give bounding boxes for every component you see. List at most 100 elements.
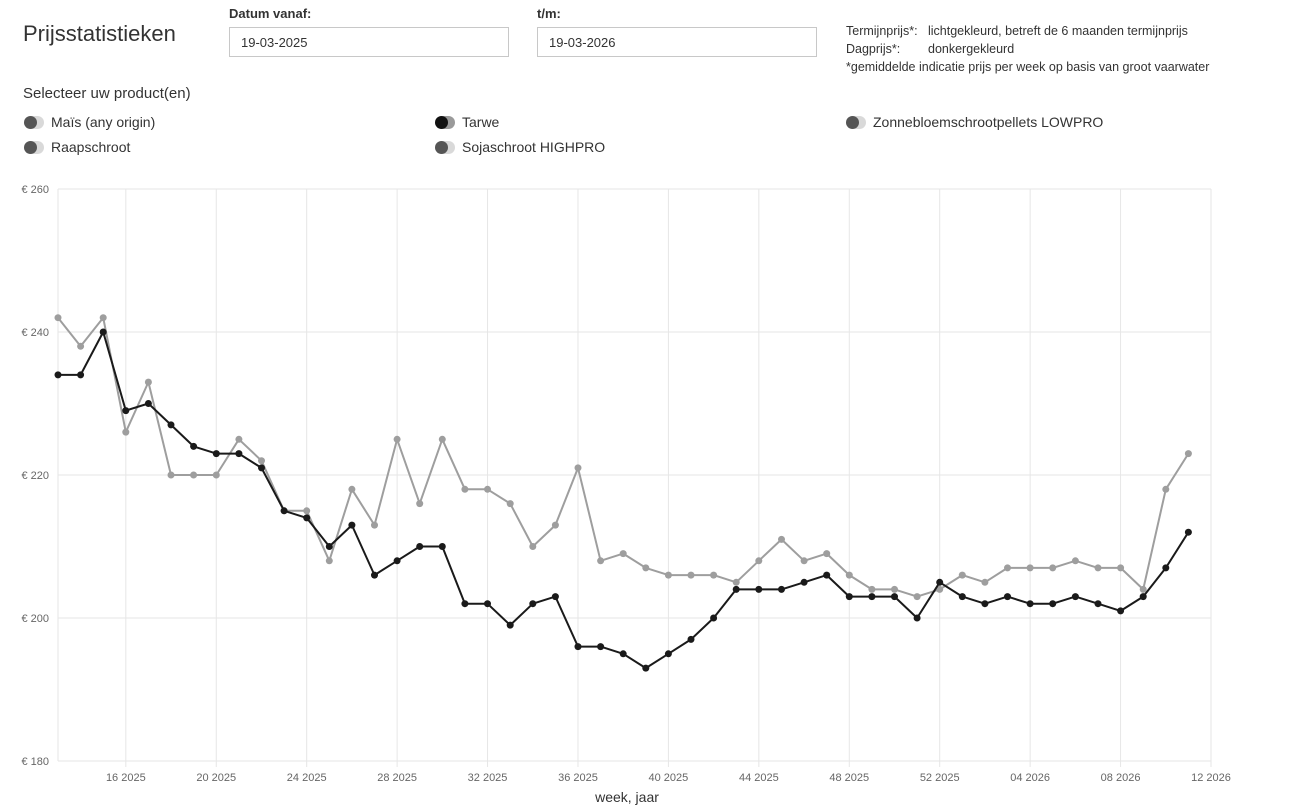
data-point-dagprijs bbox=[891, 593, 898, 601]
product-label: Zonnebloemschrootpellets LOWPRO bbox=[873, 114, 1104, 130]
date-to-input[interactable] bbox=[537, 27, 817, 57]
data-point-termijnprijs bbox=[54, 314, 62, 322]
x-tick-label: 24 2025 bbox=[287, 772, 327, 784]
data-point-termijnprijs bbox=[1094, 564, 1102, 572]
data-point-dagprijs bbox=[710, 614, 718, 622]
data-point-termijnprijs bbox=[551, 521, 559, 529]
data-point-dagprijs bbox=[190, 442, 198, 450]
product-label: Raapschroot bbox=[51, 139, 131, 155]
data-point-termijnprijs bbox=[1071, 557, 1079, 565]
x-tick-label: 04 2026 bbox=[1010, 772, 1050, 784]
data-point-dagprijs bbox=[687, 635, 695, 643]
data-point-dagprijs bbox=[664, 650, 672, 658]
product-toggle-sojaschroot[interactable]: Sojaschroot HIGHPRO bbox=[435, 139, 605, 155]
data-point-dagprijs bbox=[122, 407, 130, 415]
data-point-dagprijs bbox=[1117, 607, 1125, 615]
dagprijs-value: donkergekleurd bbox=[928, 42, 1015, 56]
data-point-termijnprijs bbox=[1049, 564, 1057, 572]
data-point-termijnprijs bbox=[936, 585, 944, 593]
x-tick-label: 44 2025 bbox=[739, 772, 779, 784]
price-legend-info: Termijnprijs*: lichtgekleurd, betreft de… bbox=[846, 22, 1209, 76]
data-point-termijnprijs bbox=[891, 585, 898, 593]
date-to-label: t/m: bbox=[537, 6, 561, 21]
data-point-dagprijs bbox=[258, 464, 265, 472]
x-tick-label: 12 2026 bbox=[1191, 772, 1231, 784]
data-point-termijnprijs bbox=[1184, 450, 1192, 458]
data-point-dagprijs bbox=[416, 543, 424, 550]
data-point-termijnprijs bbox=[484, 485, 491, 493]
data-point-dagprijs bbox=[303, 514, 311, 522]
x-tick-label: 40 2025 bbox=[649, 772, 689, 784]
data-point-termijnprijs bbox=[1117, 564, 1125, 572]
y-tick-label: € 220 bbox=[21, 470, 49, 482]
product-select-label: Selecteer uw product(en) bbox=[23, 85, 191, 102]
date-from-label: Datum vanaf: bbox=[229, 6, 312, 21]
y-tick-label: € 260 bbox=[21, 184, 49, 196]
data-point-dagprijs bbox=[958, 593, 966, 601]
toggle-switch-icon[interactable] bbox=[846, 115, 866, 129]
toggle-switch-icon[interactable] bbox=[435, 140, 455, 154]
dagprijs-legend-row: Dagprijs*: donkergekleurd bbox=[846, 40, 1209, 58]
data-point-termijnprijs bbox=[506, 500, 514, 508]
dagprijs-key: Dagprijs*: bbox=[846, 42, 901, 56]
toggle-switch-icon[interactable] bbox=[24, 115, 44, 129]
y-tick-label: € 200 bbox=[21, 613, 49, 625]
data-point-dagprijs bbox=[619, 650, 627, 658]
data-point-dagprijs bbox=[235, 450, 243, 458]
data-point-dagprijs bbox=[845, 593, 853, 601]
data-point-termijnprijs bbox=[687, 571, 695, 579]
data-point-termijnprijs bbox=[958, 571, 966, 579]
x-tick-label: 28 2025 bbox=[377, 772, 417, 784]
data-point-termijnprijs bbox=[325, 557, 333, 565]
data-point-termijnprijs bbox=[574, 464, 582, 472]
data-point-dagprijs bbox=[99, 328, 107, 336]
termijnprijs-legend-row: Termijnprijs*: lichtgekleurd, betreft de… bbox=[846, 22, 1209, 40]
data-point-termijnprijs bbox=[913, 593, 921, 601]
data-point-termijnprijs bbox=[303, 507, 311, 515]
product-toggle-raapschroot[interactable]: Raapschroot bbox=[24, 139, 130, 155]
product-toggle-tarwe[interactable]: Tarwe bbox=[435, 114, 499, 130]
data-point-dagprijs bbox=[54, 371, 62, 379]
product-label: Sojaschroot HIGHPRO bbox=[462, 139, 606, 155]
termijnprijs-value: lichtgekleurd, betreft de 6 maanden term… bbox=[928, 24, 1188, 38]
toggle-switch-icon[interactable] bbox=[24, 140, 44, 154]
data-point-dagprijs bbox=[551, 593, 559, 601]
data-point-termijnprijs bbox=[845, 571, 853, 579]
data-point-dagprijs bbox=[461, 600, 469, 608]
product-toggle-zonnebloemschroot[interactable]: Zonnebloemschrootpellets LOWPRO bbox=[846, 114, 1103, 130]
data-point-termijnprijs bbox=[190, 471, 198, 479]
data-point-termijnprijs bbox=[1162, 485, 1170, 493]
data-point-termijnprijs bbox=[461, 485, 469, 493]
date-from-input[interactable] bbox=[229, 27, 509, 57]
data-point-dagprijs bbox=[325, 543, 333, 550]
data-point-termijnprijs bbox=[1004, 564, 1011, 572]
product-toggle-mais[interactable]: Maïs (any origin) bbox=[24, 114, 155, 130]
data-point-dagprijs bbox=[484, 600, 491, 608]
price-note: *gemiddelde indicatie prijs per week op … bbox=[846, 60, 1210, 74]
price-line-chart: € 180 € 200 € 220 € 240 € 260 16 2025 20 2025… bbox=[21, 184, 1231, 805]
data-point-termijnprijs bbox=[438, 435, 446, 443]
data-point-dagprijs bbox=[529, 600, 537, 608]
data-point-termijnprijs bbox=[99, 314, 107, 322]
data-point-termijnprijs bbox=[393, 435, 401, 443]
data-point-dagprijs bbox=[574, 643, 582, 651]
x-axis-ticks: 16 2025 20 2025 24 2025 28 2025 32 2025 36 20… bbox=[106, 772, 1231, 784]
data-point-termijnprijs bbox=[868, 585, 876, 593]
data-point-dagprijs bbox=[642, 664, 650, 672]
data-point-termijnprijs bbox=[823, 550, 831, 558]
x-axis-title: week, jaar bbox=[594, 789, 659, 805]
data-point-dagprijs bbox=[1162, 564, 1170, 572]
data-point-termijnprijs bbox=[597, 557, 605, 565]
data-point-dagprijs bbox=[778, 585, 785, 593]
data-point-termijnprijs bbox=[800, 557, 808, 565]
termijnprijs-key: Termijnprijs*: bbox=[846, 24, 918, 38]
data-point-dagprijs bbox=[868, 593, 876, 601]
data-point-termijnprijs bbox=[755, 557, 763, 565]
toggle-switch-icon[interactable] bbox=[435, 115, 455, 129]
data-point-dagprijs bbox=[1184, 528, 1192, 536]
data-point-dagprijs bbox=[1026, 600, 1034, 608]
data-point-termijnprijs bbox=[664, 571, 672, 579]
x-tick-label: 16 2025 bbox=[106, 772, 146, 784]
x-tick-label: 20 2025 bbox=[196, 772, 236, 784]
data-point-termijnprijs bbox=[258, 457, 265, 465]
